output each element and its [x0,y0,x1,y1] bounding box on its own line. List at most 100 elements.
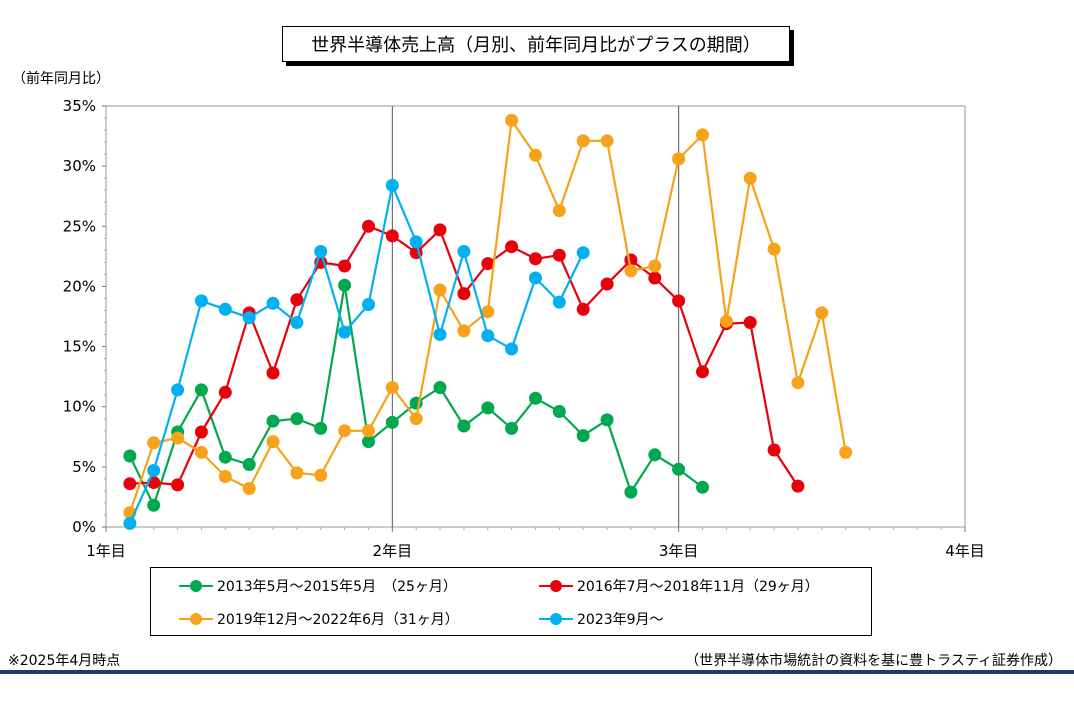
point-s2-8 [314,468,328,482]
y-tick-label-6: 30% [63,157,96,175]
point-s1-22 [648,271,662,285]
series-line-0 [128,284,704,507]
point-s2-10 [362,424,375,438]
point-s0-14 [457,419,471,433]
point-s1-19 [576,302,590,316]
point-s2-18 [552,204,566,218]
point-s1-26 [743,316,757,329]
point-s1-27 [767,443,781,457]
point-s3-5 [242,311,256,325]
point-s2-11 [385,381,399,394]
point-s1-20 [600,277,614,291]
point-s1-11 [385,229,399,243]
point-s0-21 [624,485,638,499]
point-s3-7 [290,316,304,329]
legend-label-2019: 2019年12月～2022年6月（31ヶ月） [217,612,459,628]
point-s3-3 [194,294,208,308]
legend-label-2016: 2016年7月～2018年11月（29ヶ月） [577,579,819,595]
point-s0-13 [433,381,447,394]
point-s2-13 [433,283,447,297]
point-s2-24 [696,128,709,142]
footnote: ※2025年4月時点 [8,653,121,669]
y-axis-label: （前年同月比） [12,71,110,87]
point-s1-0 [123,477,137,491]
point-s3-12 [409,235,423,249]
series-line-1 [129,225,799,487]
y-tick-label-5: 25% [63,217,96,235]
point-s1-3 [194,425,208,439]
point-s3-19 [576,246,590,260]
point-s2-25 [719,314,733,328]
point-s3-13 [433,328,447,341]
point-s2-16 [505,113,519,127]
point-s2-15 [481,305,495,319]
point-s0-20 [600,413,614,427]
plot-area [105,105,966,528]
point-s1-16 [505,240,519,254]
y-tick-label-2: 10% [63,398,96,416]
point-s2-20 [600,134,614,148]
legend-swatch-2023 [539,613,573,625]
point-s2-1 [147,436,161,450]
legend: 2013年5月～2015年5月 （25ヶ月） 2016年7月～2018年11月（… [150,567,872,636]
point-s2-19 [576,134,590,148]
point-s0-19 [576,429,590,443]
point-s2-4 [218,470,232,483]
point-s2-27 [767,242,781,256]
point-s1-24 [696,365,709,379]
point-s2-5 [242,482,256,495]
legend-label-2023: 2023年9月～ [577,612,664,628]
point-s0-16 [505,421,519,435]
point-s3-10 [362,298,375,311]
legend-item-2019: 2019年12月～2022年6月（31ヶ月） [179,609,459,629]
legend-swatch-2016 [539,580,573,592]
point-s1-23 [672,294,686,308]
point-s2-6 [266,435,280,449]
point-s1-7 [290,293,304,307]
point-s3-15 [481,329,495,343]
point-s2-9 [338,424,352,438]
point-s3-6 [266,296,280,310]
point-s1-28 [791,479,805,493]
point-s0-0 [123,449,137,463]
point-s2-7 [290,466,304,480]
point-s2-29 [815,306,829,320]
y-tick-label-0: 0% [72,518,96,536]
point-s2-28 [791,376,805,390]
point-s0-17 [529,391,542,405]
point-s1-9 [338,259,352,273]
point-s2-2 [171,431,185,445]
x-tick-label-1: 2年目 [373,542,413,560]
y-tick-label-1: 5% [72,458,96,476]
point-s3-0 [123,516,137,530]
point-s1-6 [266,366,280,380]
point-s1-4 [218,385,232,399]
bottom-rule [0,670,1074,674]
point-s0-11 [385,415,399,429]
point-s0-1 [147,498,161,512]
point-s3-1 [147,464,161,477]
point-s2-23 [672,152,686,166]
point-s0-4 [218,450,232,464]
point-s0-6 [266,414,280,428]
point-s1-14 [457,287,471,301]
point-s0-5 [242,458,256,471]
point-s0-15 [481,401,495,415]
point-s2-21 [624,264,638,278]
point-s1-15 [481,257,495,271]
y-tick-label-7: 35% [63,97,96,115]
point-s3-8 [314,245,328,258]
point-s3-18 [552,295,566,309]
point-s0-23 [672,462,686,476]
point-s2-12 [409,412,423,426]
source-note: （世界半導体市場統計の資料を基に豊トラスティ証券作成） [685,653,1062,669]
point-s3-16 [505,342,519,356]
point-s1-10 [362,219,375,233]
point-s0-10 [362,435,375,449]
point-s0-3 [194,383,208,397]
point-s3-14 [457,245,471,258]
x-tick-label-2: 3年目 [659,542,699,560]
chart-title: 世界半導体売上高（月別、前年同月比がプラスの期間） [282,26,790,62]
legend-label-2013: 2013年5月～2015年5月 （25ヶ月） [217,579,457,595]
